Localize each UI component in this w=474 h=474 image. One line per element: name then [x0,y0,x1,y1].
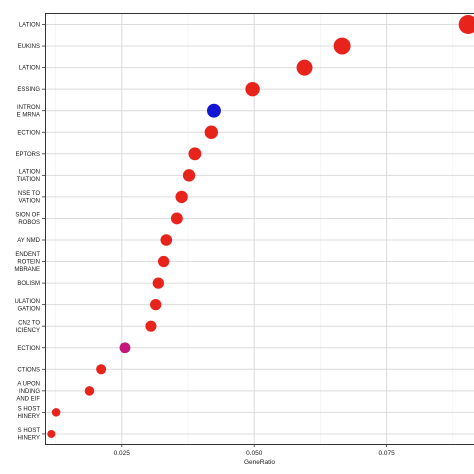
data-point [182,169,196,182]
y-tick-label: ULATION [14,299,40,305]
y-tick-label: INTRON [17,105,40,111]
y-tick-label: EUKINS [18,44,40,50]
data-point [119,342,131,354]
y-tick-label: SION OF [15,213,40,219]
y-tick-label: A UPON [17,381,40,387]
data-point [160,234,173,246]
x-tick-label: 0.075 [378,450,395,457]
data-point [170,212,183,225]
y-tick-label: EPTORS [15,152,40,158]
y-tick-label: GATION [17,306,40,312]
y-tick-label: ICIENCY [16,328,40,334]
data-point [458,15,474,34]
y-tick-label: AND EIF [16,396,40,402]
y-tick-label: INDING [19,389,40,395]
y-tick-label: HINERY [17,414,40,420]
y-tick-label: AY NMD [17,238,40,244]
data-point [296,59,313,76]
data-point [47,429,56,438]
y-tick-label: LATION [19,66,40,72]
y-tick-label: HINERY [17,436,40,442]
y-tick-label: S HOST [18,407,41,413]
data-points [47,15,474,438]
data-point [145,320,157,332]
y-tick-label: ESSING [17,87,40,93]
data-point [157,255,170,268]
y-tick-label: E MRNA [17,112,40,118]
plot-border [45,13,474,445]
plot-panel [45,13,474,444]
data-point [245,81,260,97]
y-tick-label: NSE TO [18,191,40,197]
data-point [152,277,165,289]
y-tick-label: LATION [19,170,40,176]
y-tick-label: ROTEIN [17,260,40,266]
data-point [84,386,95,396]
y-tick-label: LATION [19,23,40,29]
y-tick-label: S HOST [18,428,41,434]
x-axis: 0.025 0.050 0.075 [114,444,395,457]
y-tick-label: TIATION [17,177,40,183]
data-point [188,147,202,161]
data-point [96,364,107,375]
x-tick-label: 0.050 [246,450,263,457]
y-tick-label: VATION [19,199,40,205]
x-axis-title: GeneRatio [244,459,275,466]
y-tick-label: MBRANE [14,267,40,273]
data-point [175,190,188,204]
y-tick-label: ROBOS [18,220,40,226]
data-point [333,37,351,55]
y-tick-label: ENDENT [15,252,40,258]
y-tick-label: ECTION [17,130,40,136]
y-tick-label: ECTION [17,346,40,352]
data-point [204,125,218,139]
data-point [51,408,61,417]
y-tick-label: CTIONS [17,367,40,373]
y-tick-label: BOLISM [17,281,40,287]
x-tick-label: 0.025 [114,450,131,457]
data-point [150,298,162,311]
data-point [207,103,221,118]
y-tick-label: CN2 TO [18,320,40,326]
